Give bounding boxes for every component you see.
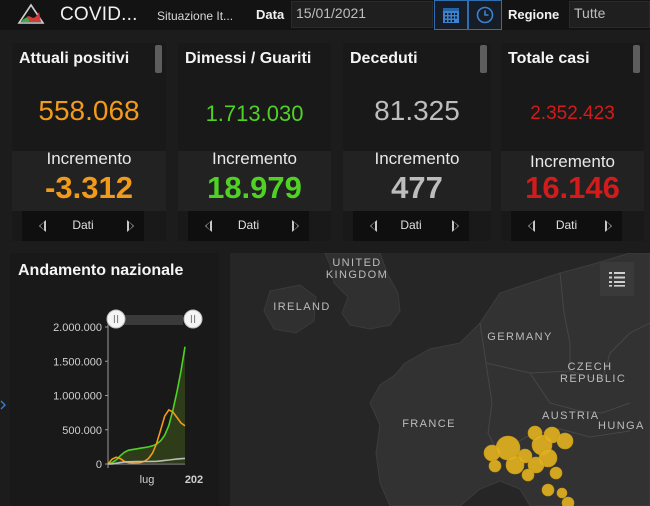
card-scrollbar[interactable]	[633, 45, 640, 73]
increment-band	[501, 151, 644, 211]
app-title: COVID...	[60, 4, 138, 25]
series-line-2	[107, 457, 186, 465]
date-input[interactable]: 15/01/2021	[291, 1, 433, 28]
calendar-button[interactable]	[434, 0, 468, 30]
increment-value: 16.146	[525, 170, 620, 205]
chevron-right-icon[interactable]	[0, 400, 6, 410]
prev-arrow-icon[interactable]	[205, 220, 212, 232]
date-label: Data	[256, 7, 285, 22]
map-view[interactable]: UNITED KINGDOM IRELAND GERMANY CZECH REP…	[230, 253, 650, 506]
nav-label: Dati	[237, 218, 260, 232]
nav-label: Dati	[72, 218, 94, 232]
increment-value: 18.979	[207, 170, 302, 205]
nav-label: Dati	[400, 218, 422, 232]
increment-value: 477	[391, 170, 443, 205]
card-attuali-positivi: Attuali positivi 558.068 Incremento -3.3…	[12, 43, 166, 241]
prev-arrow-icon[interactable]	[528, 220, 535, 232]
next-arrow-icon[interactable]	[605, 220, 612, 232]
increment-label: Incremento	[46, 149, 132, 168]
increment-band	[343, 151, 491, 211]
chart-title: Andamento nazionale	[18, 262, 184, 279]
time-button[interactable]	[468, 0, 502, 30]
y-tick-label: 500.000	[62, 425, 102, 437]
increment-value: -3.312	[45, 170, 133, 205]
case-bubbles	[483, 425, 575, 506]
nav-label: Dati	[555, 218, 578, 232]
range-handle-end[interactable]	[183, 309, 203, 329]
card-value: 1.713.030	[205, 101, 304, 126]
card-nav: Dati	[511, 211, 622, 241]
map-label-hungary: HUNGA	[598, 420, 645, 432]
card-scrollbar[interactable]	[480, 45, 487, 73]
y-tick-label: 1.500.000	[53, 356, 102, 368]
map-label-uk: UNITED KINGDOM	[325, 257, 389, 281]
italy-logo-icon	[17, 3, 45, 24]
prev-arrow-icon[interactable]	[39, 220, 46, 232]
region-label: Regione	[508, 7, 560, 22]
card-title: Dimessi / Guariti	[185, 50, 312, 67]
card-totale-casi: Totale casi 2.352.423 Incremento 16.146 …	[501, 43, 644, 241]
national-trend-chart: 2.000.000 1.500.000 1.000.000 500.000 0 lug 20…	[53, 309, 203, 486]
region-select[interactable]: Tutte	[569, 1, 650, 28]
next-arrow-icon[interactable]	[452, 220, 459, 232]
increment-band	[12, 151, 166, 211]
card-title: Attuali positivi	[19, 50, 130, 67]
increment-label: Incremento	[211, 149, 298, 168]
next-arrow-icon[interactable]	[127, 220, 134, 232]
card-value: 81.325	[374, 95, 460, 126]
clock-icon	[476, 6, 494, 24]
series-line-0	[107, 346, 186, 465]
range-handle-start[interactable]	[106, 309, 126, 329]
card-value: 558.068	[38, 95, 140, 126]
card-dimessi-guariti: Dimessi / Guariti 1.713.030 Incremento 1…	[178, 43, 331, 241]
card-scrollbar[interactable]	[155, 45, 162, 73]
header-bar: COVID... Situazione It... Data 15/01/202…	[0, 0, 650, 30]
increment-label: Incremento	[529, 152, 616, 171]
increment-band	[178, 151, 331, 211]
calendar-icon	[443, 8, 459, 23]
next-arrow-icon[interactable]	[292, 220, 299, 232]
y-tick-label: 0	[96, 459, 102, 471]
app-subtitle: Situazione It...	[157, 9, 234, 23]
x-tick-label: lug	[140, 474, 155, 486]
y-tick-label: 2.000.000	[53, 322, 102, 334]
map-label-germany: GERMANY	[487, 331, 553, 343]
x-tick-label: 202	[185, 474, 203, 486]
card-title: Totale casi	[508, 50, 590, 67]
card-nav: Dati	[353, 211, 469, 241]
map-label-france: FRANCE	[402, 418, 456, 430]
card-deceduti: Deceduti 81.325 Incremento 477 Dati	[343, 43, 491, 241]
map-land-shapes	[230, 253, 650, 506]
card-title: Deceduti	[350, 50, 418, 67]
map-label-austria: AUSTRIA	[542, 410, 600, 422]
legend-button[interactable]	[600, 262, 634, 296]
map-label-czech: CZECH REPUBLIC	[560, 361, 627, 385]
card-nav: Dati	[188, 211, 309, 241]
range-slider-track[interactable]	[107, 315, 183, 325]
card-value: 2.352.423	[530, 103, 615, 124]
chart-panel: Andamento nazionale 2.000.000 1.500.000 1.…	[10, 253, 219, 506]
list-legend-icon	[609, 272, 625, 287]
y-tick-label: 1.000.000	[53, 391, 102, 403]
prev-arrow-icon[interactable]	[370, 220, 377, 232]
card-nav: Dati	[22, 211, 144, 241]
increment-label: Incremento	[374, 149, 460, 168]
series-line-1	[107, 408, 186, 465]
map-label-ireland: IRELAND	[273, 301, 331, 313]
